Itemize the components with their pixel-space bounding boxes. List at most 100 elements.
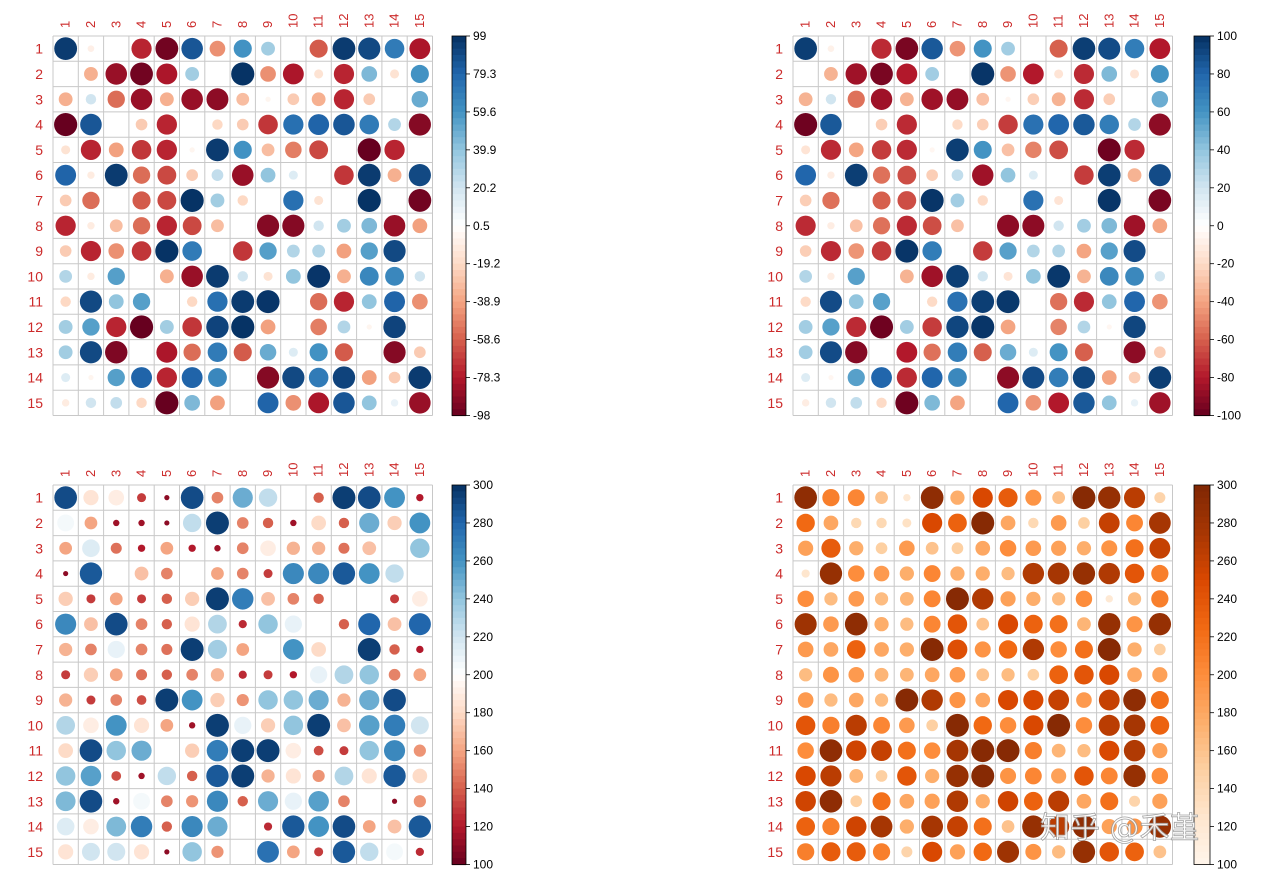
cell-circle [976, 92, 990, 106]
cell-circle [257, 392, 279, 414]
cell-circle [945, 587, 969, 611]
cell-circle [1101, 217, 1118, 234]
cell-circle [414, 346, 426, 359]
colorbar-segment [1194, 636, 1210, 644]
column-tick-label: 11 [1051, 15, 1066, 29]
colorbar-segment [452, 333, 466, 341]
cell-circle [111, 771, 122, 781]
cell-circle [55, 215, 76, 236]
cell-circle [827, 222, 835, 230]
colorbar-segment [452, 105, 466, 113]
colorbar-segment [1194, 67, 1210, 75]
cell-circle [283, 114, 304, 135]
cell-circle [308, 392, 330, 414]
cell-circle [1101, 294, 1117, 310]
cell-circle [872, 217, 891, 235]
colorbar-segment [1194, 162, 1210, 170]
cell-circle [286, 541, 300, 555]
cell-circle [922, 841, 943, 862]
cell-circle [848, 294, 864, 310]
cell-circle [260, 718, 276, 733]
cell-circle [996, 290, 1020, 314]
cell-circle [86, 594, 96, 604]
cell-circle [263, 569, 273, 579]
cell-circle [850, 795, 863, 808]
cell-circle [870, 88, 893, 110]
cell-circle [1051, 743, 1066, 758]
cell-circle [265, 96, 271, 102]
row-tick-label: 1 [35, 490, 43, 506]
colorbar-tick-label: 40 [1217, 143, 1231, 157]
row-tick-label: 13 [27, 793, 43, 809]
cell-circle [824, 592, 838, 606]
cell-circle [285, 395, 302, 411]
colorbar-segment [1194, 206, 1210, 214]
cell-circle [285, 141, 302, 159]
row-tick-label: 8 [35, 218, 43, 234]
cell-circle [1153, 845, 1167, 859]
cell-circle [109, 668, 123, 682]
cell-circle [922, 317, 942, 337]
colorbar-segment [1194, 832, 1210, 840]
colorbar-segment [1194, 794, 1210, 802]
cell-circle [971, 739, 995, 763]
cell-circle [1152, 218, 1168, 234]
colorbar-segment [452, 257, 466, 265]
colorbar-tick-label: 140 [473, 782, 493, 796]
cell-circle [113, 798, 120, 805]
cell-circle [971, 315, 995, 339]
row-tick-label: 14 [27, 370, 43, 386]
cell-circle [362, 541, 377, 556]
cell-circle [59, 245, 72, 257]
cell-circle [971, 511, 995, 535]
colorbar-segment [1194, 554, 1210, 562]
cell-circle [231, 164, 254, 186]
cell-circle [131, 740, 152, 761]
row-tick-label: 15 [767, 844, 783, 860]
cell-circle [359, 512, 380, 534]
colorbar-tick-label: 120 [473, 820, 493, 834]
cell-circle [1022, 214, 1045, 237]
cell-circle [361, 66, 378, 82]
cell-circle [822, 666, 839, 683]
cell-circle [946, 265, 969, 288]
colorbar-segment [452, 782, 466, 790]
cell-circle [920, 486, 944, 509]
colorbar-segment [452, 693, 466, 701]
cell-circle [1048, 689, 1070, 711]
cell-circle [287, 93, 300, 106]
cell-circle [87, 272, 95, 281]
cell-circle [206, 264, 229, 288]
colorbar-segment [452, 491, 466, 499]
row-tick-label: 7 [775, 641, 783, 657]
cell-circle [286, 845, 300, 859]
cell-circle [58, 92, 73, 107]
colorbar-tick-label: 240 [473, 592, 493, 606]
cell-circle [164, 849, 170, 855]
colorbar-segment [1194, 238, 1210, 246]
row-tick-label: 11 [28, 743, 43, 759]
colorbar-segment [452, 295, 466, 303]
cell-circle [161, 618, 173, 630]
cell-circle [108, 565, 125, 582]
cell-circle [875, 542, 888, 555]
cell-circle [211, 169, 224, 181]
colorbar-segment [1194, 491, 1210, 499]
cell-circle [846, 316, 867, 338]
cell-circle [1078, 517, 1090, 529]
corrplot-panel-top-left: 1 2 3 4 5 6 7 8 9 10 11 12 13 14 151234567891011121314… [27, 14, 500, 423]
cell-circle [1076, 541, 1092, 556]
cell-circle [847, 267, 865, 285]
cell-circle [129, 315, 154, 339]
cell-circle [798, 320, 813, 334]
colorbar-tick-label: -100 [1217, 409, 1241, 423]
cell-circle [236, 542, 249, 555]
cell-circle [283, 190, 304, 211]
cell-circle [1123, 315, 1146, 339]
cell-circle [1000, 591, 1016, 607]
colorbar-segment [1194, 503, 1210, 511]
cell-circle [946, 315, 969, 339]
cell-circle [1026, 591, 1041, 606]
colorbar-segment [1194, 390, 1210, 398]
cell-circle [285, 742, 302, 759]
